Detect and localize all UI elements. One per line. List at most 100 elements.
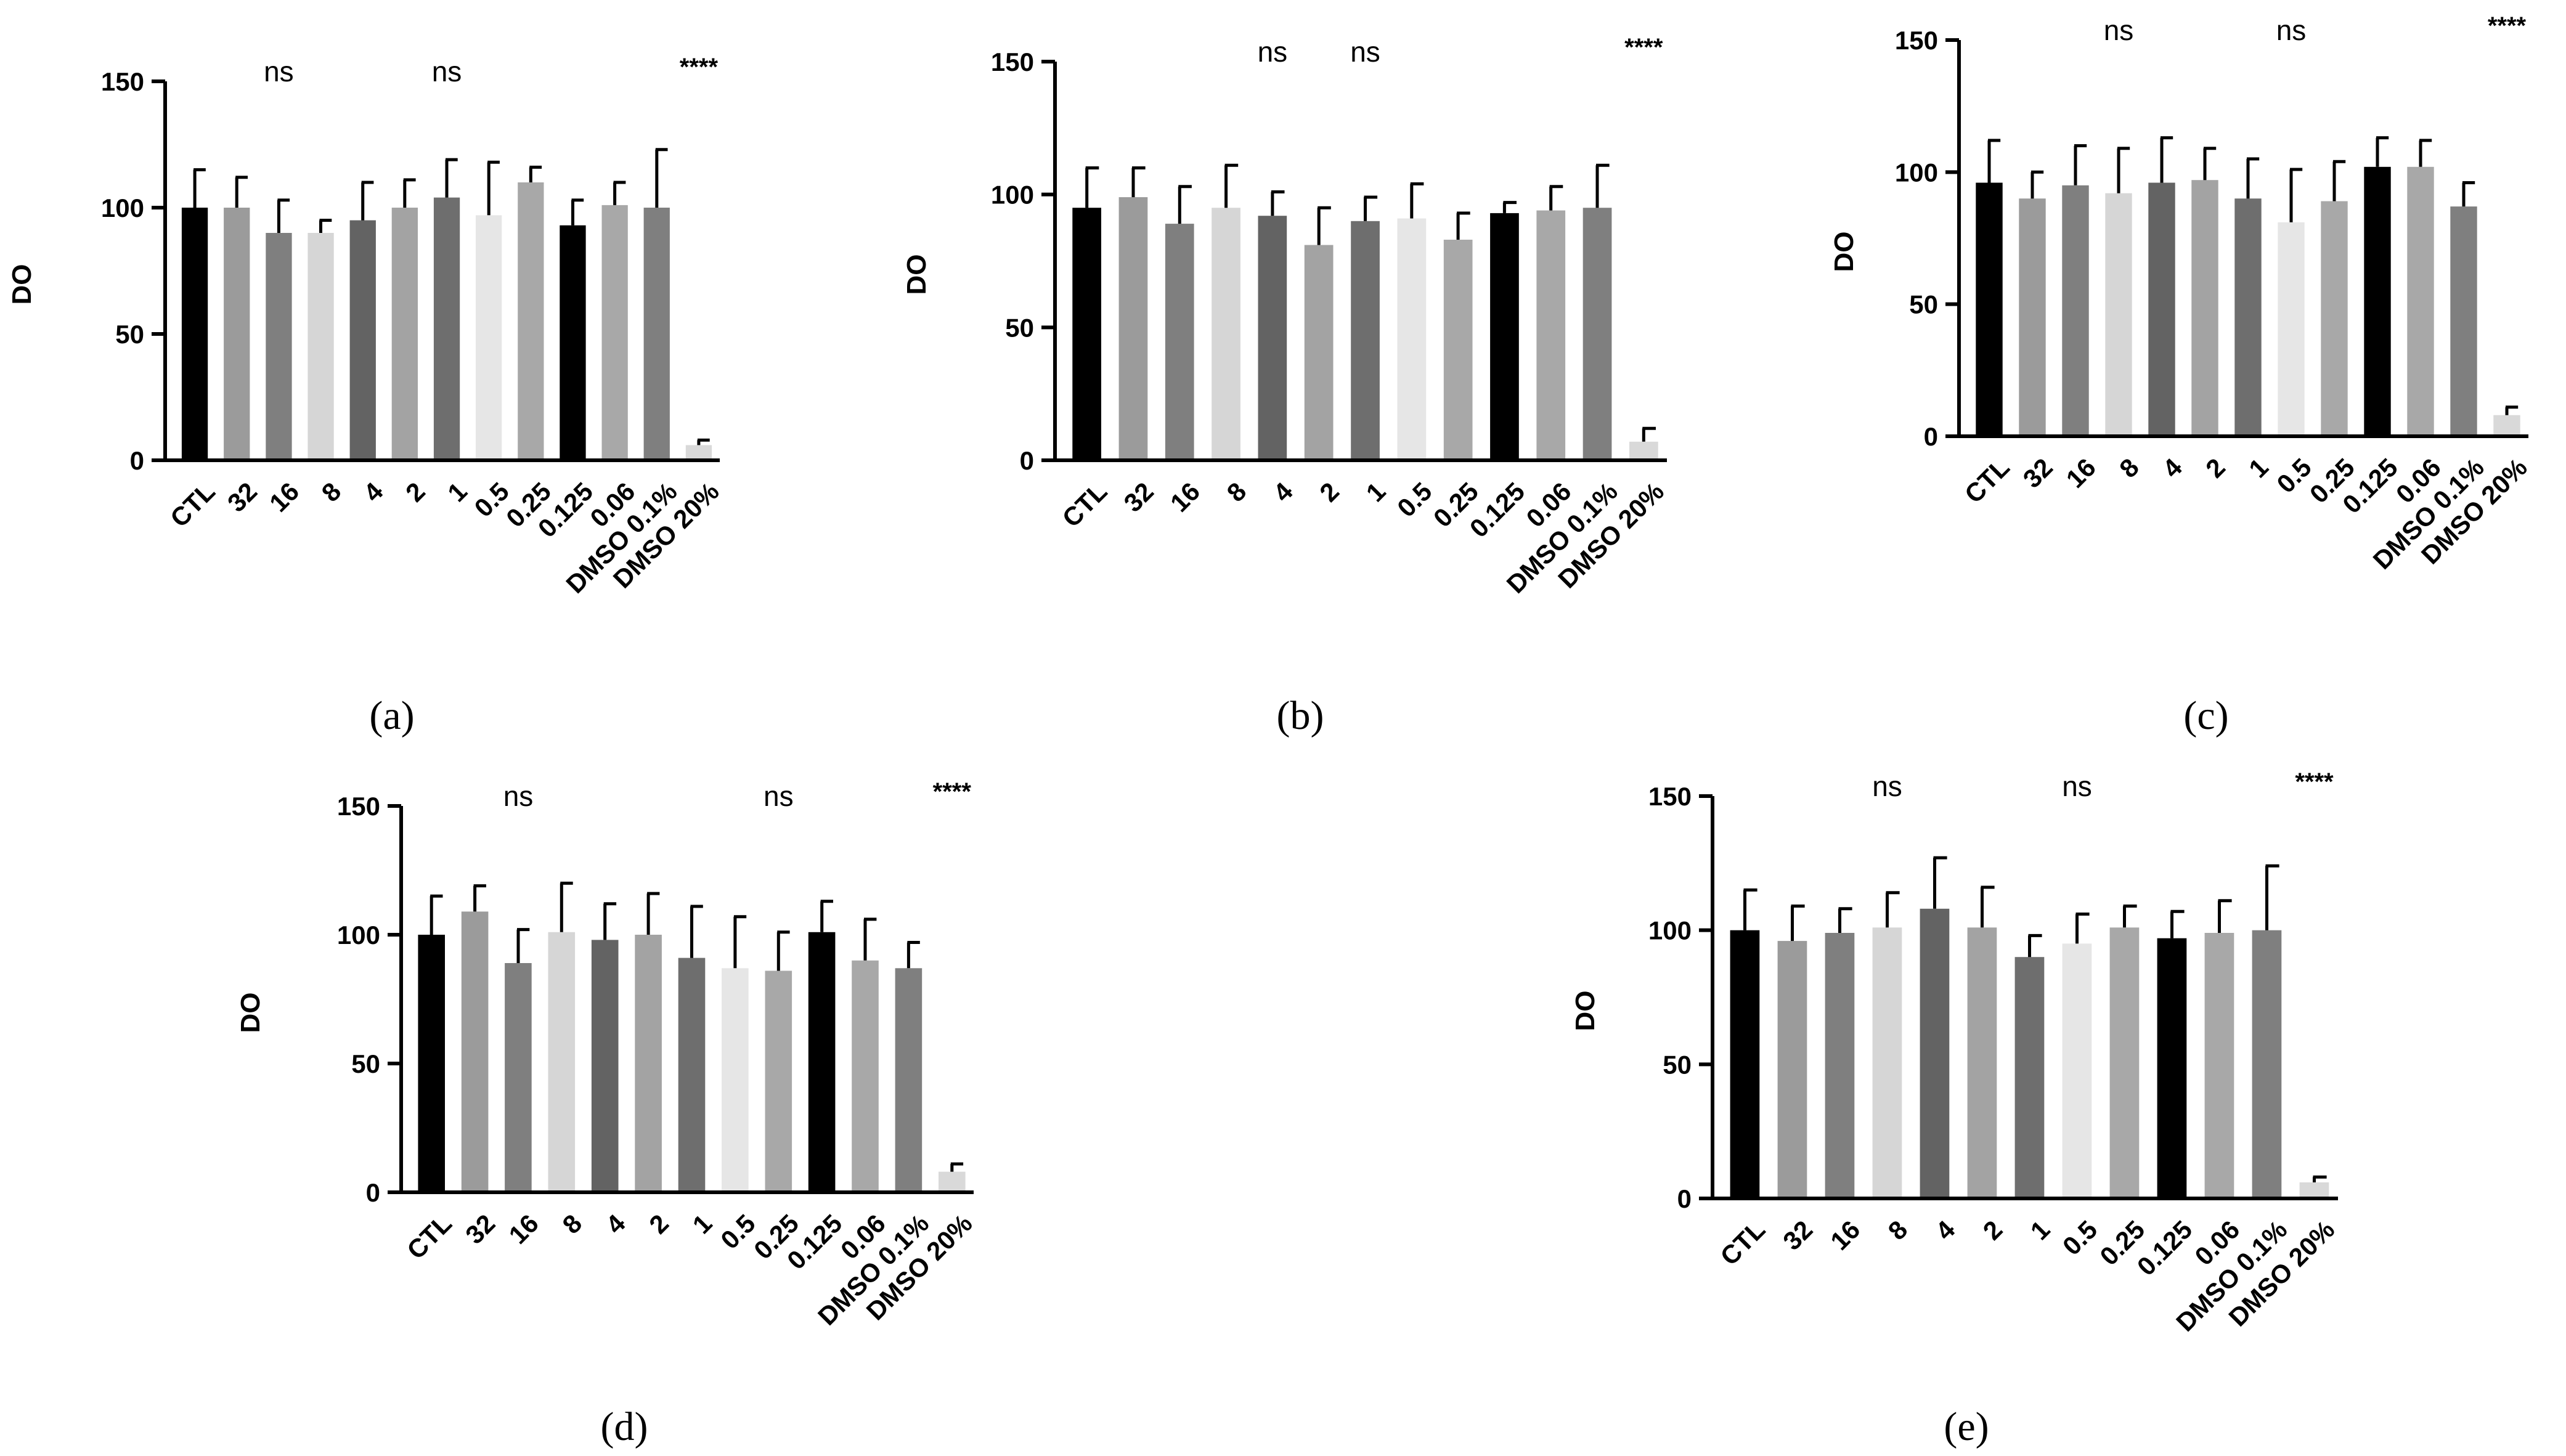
x-tick-label-b-5: 2 bbox=[1314, 477, 1345, 508]
bar-e-3 bbox=[1872, 927, 1902, 1198]
error-bar-a-4 bbox=[361, 181, 374, 221]
error-bar-b-10 bbox=[1549, 185, 1563, 211]
y-tick-label-a-2: 100 bbox=[101, 193, 144, 222]
x-tick-label-e-5: 2 bbox=[1977, 1215, 2008, 1246]
error-bar-b-4 bbox=[1271, 190, 1285, 216]
y-tick-label-b-3: 150 bbox=[991, 47, 1034, 76]
y-tick-label-e-1: 50 bbox=[1663, 1050, 1692, 1079]
bar-c-10 bbox=[2407, 166, 2434, 436]
bar-a-1 bbox=[224, 208, 250, 460]
bar-b-9 bbox=[1490, 213, 1519, 460]
bar-a-2 bbox=[266, 233, 292, 460]
bar-a-8 bbox=[518, 182, 544, 460]
error-bar-d-3 bbox=[560, 881, 573, 932]
x-tick-label-a-1: 32 bbox=[222, 477, 263, 518]
error-bar-e-6 bbox=[2028, 933, 2042, 958]
error-bar-c-3 bbox=[2117, 147, 2130, 193]
bar-e-4 bbox=[1920, 908, 1950, 1198]
y-tick-label-d-1: 50 bbox=[351, 1049, 380, 1078]
x-tick-label-d-4: 4 bbox=[600, 1208, 631, 1239]
error-bar-a-3 bbox=[319, 219, 332, 233]
error-bar-d-8 bbox=[776, 930, 790, 971]
error-bar-d-7 bbox=[733, 915, 747, 969]
bar-c-8 bbox=[2321, 201, 2348, 436]
error-bar-b-11 bbox=[1595, 163, 1610, 208]
bar-b-8 bbox=[1443, 240, 1473, 460]
error-bar-a-10 bbox=[613, 181, 626, 205]
bar-c-0 bbox=[1976, 182, 2003, 436]
x-tick-label-a-5: 2 bbox=[400, 477, 431, 508]
x-tick-label-a-6: 1 bbox=[442, 477, 473, 508]
error-bar-b-7 bbox=[1410, 182, 1424, 219]
bar-a-7 bbox=[476, 215, 502, 460]
annotation-a-2: **** bbox=[680, 54, 719, 81]
y-tick-label-c-2: 100 bbox=[1895, 158, 1938, 187]
bar-c-2 bbox=[2062, 185, 2089, 436]
bar-c-7 bbox=[2278, 222, 2305, 436]
x-tick-label-d-3: 8 bbox=[556, 1209, 587, 1240]
error-bar-b-9 bbox=[1502, 201, 1517, 213]
bar-c-1 bbox=[2019, 198, 2046, 436]
bar-b-2 bbox=[1165, 224, 1194, 460]
error-bar-b-5 bbox=[1317, 206, 1331, 245]
annotation-e-2: **** bbox=[2295, 768, 2334, 795]
x-tick-label-a-4: 4 bbox=[358, 476, 389, 507]
y-tick-label-e-2: 100 bbox=[1648, 916, 1692, 945]
x-tick-label-d-1: 32 bbox=[460, 1209, 500, 1250]
bar-d-12 bbox=[939, 1171, 966, 1192]
error-bar-e-10 bbox=[2218, 899, 2232, 933]
error-bar-a-12 bbox=[697, 438, 710, 445]
bar-e-2 bbox=[1825, 933, 1855, 1198]
bar-b-10 bbox=[1536, 210, 1566, 460]
bar-d-10 bbox=[852, 960, 879, 1192]
y-axis-label-b: DO bbox=[902, 254, 932, 295]
error-bar-e-7 bbox=[2075, 913, 2090, 944]
bar-d-1 bbox=[461, 911, 489, 1192]
error-bar-a-8 bbox=[529, 165, 542, 182]
x-tick-label-d-0: CTL bbox=[401, 1209, 457, 1265]
panel-label-b: (b) bbox=[1277, 693, 1324, 738]
y-tick-label-c-0: 0 bbox=[1924, 422, 1938, 451]
error-bar-e-4 bbox=[1933, 856, 1947, 909]
error-bar-d-11 bbox=[906, 941, 920, 969]
bar-b-4 bbox=[1258, 216, 1287, 460]
error-bar-c-10 bbox=[2419, 139, 2432, 167]
bar-e-9 bbox=[2157, 938, 2187, 1198]
bar-d-7 bbox=[722, 968, 749, 1192]
x-tick-label-a-3: 8 bbox=[316, 477, 347, 508]
bar-b-12 bbox=[1629, 441, 1658, 460]
annotation-b-0: ns bbox=[1258, 36, 1288, 68]
bar-a-12 bbox=[685, 445, 712, 460]
bar-c-9 bbox=[2364, 166, 2391, 436]
error-bar-d-9 bbox=[820, 900, 833, 932]
error-bar-c-5 bbox=[2203, 147, 2217, 181]
y-tick-label-a-1: 50 bbox=[115, 320, 144, 349]
error-bar-a-7 bbox=[487, 160, 500, 216]
y-tick-label-c-3: 150 bbox=[1895, 26, 1938, 55]
error-bar-a-11 bbox=[655, 148, 668, 208]
error-bar-a-1 bbox=[235, 176, 248, 208]
y-tick-label-b-1: 50 bbox=[1005, 313, 1034, 342]
bar-c-3 bbox=[2105, 193, 2132, 436]
bar-b-0 bbox=[1072, 208, 1101, 460]
bar-b-11 bbox=[1582, 208, 1612, 460]
x-tick-label-e-1: 32 bbox=[1777, 1215, 1818, 1256]
bar-a-11 bbox=[643, 208, 670, 460]
bar-e-12 bbox=[2299, 1182, 2329, 1198]
bar-c-11 bbox=[2450, 206, 2477, 436]
error-bar-d-4 bbox=[603, 902, 617, 940]
error-bar-e-3 bbox=[1886, 891, 1900, 928]
panel-label-d: (d) bbox=[601, 1404, 648, 1449]
y-tick-label-a-3: 150 bbox=[101, 67, 144, 96]
bar-b-5 bbox=[1304, 245, 1334, 460]
x-tick-label-d-6: 1 bbox=[687, 1209, 718, 1240]
y-tick-label-a-0: 0 bbox=[130, 446, 144, 475]
error-bar-d-1 bbox=[473, 884, 486, 912]
annotation-c-2: **** bbox=[2488, 12, 2527, 39]
annotation-d-2: **** bbox=[933, 778, 972, 805]
bar-b-7 bbox=[1397, 218, 1427, 460]
error-bar-e-2 bbox=[1838, 907, 1852, 933]
x-tick-label-e-6: 1 bbox=[2025, 1215, 2056, 1246]
